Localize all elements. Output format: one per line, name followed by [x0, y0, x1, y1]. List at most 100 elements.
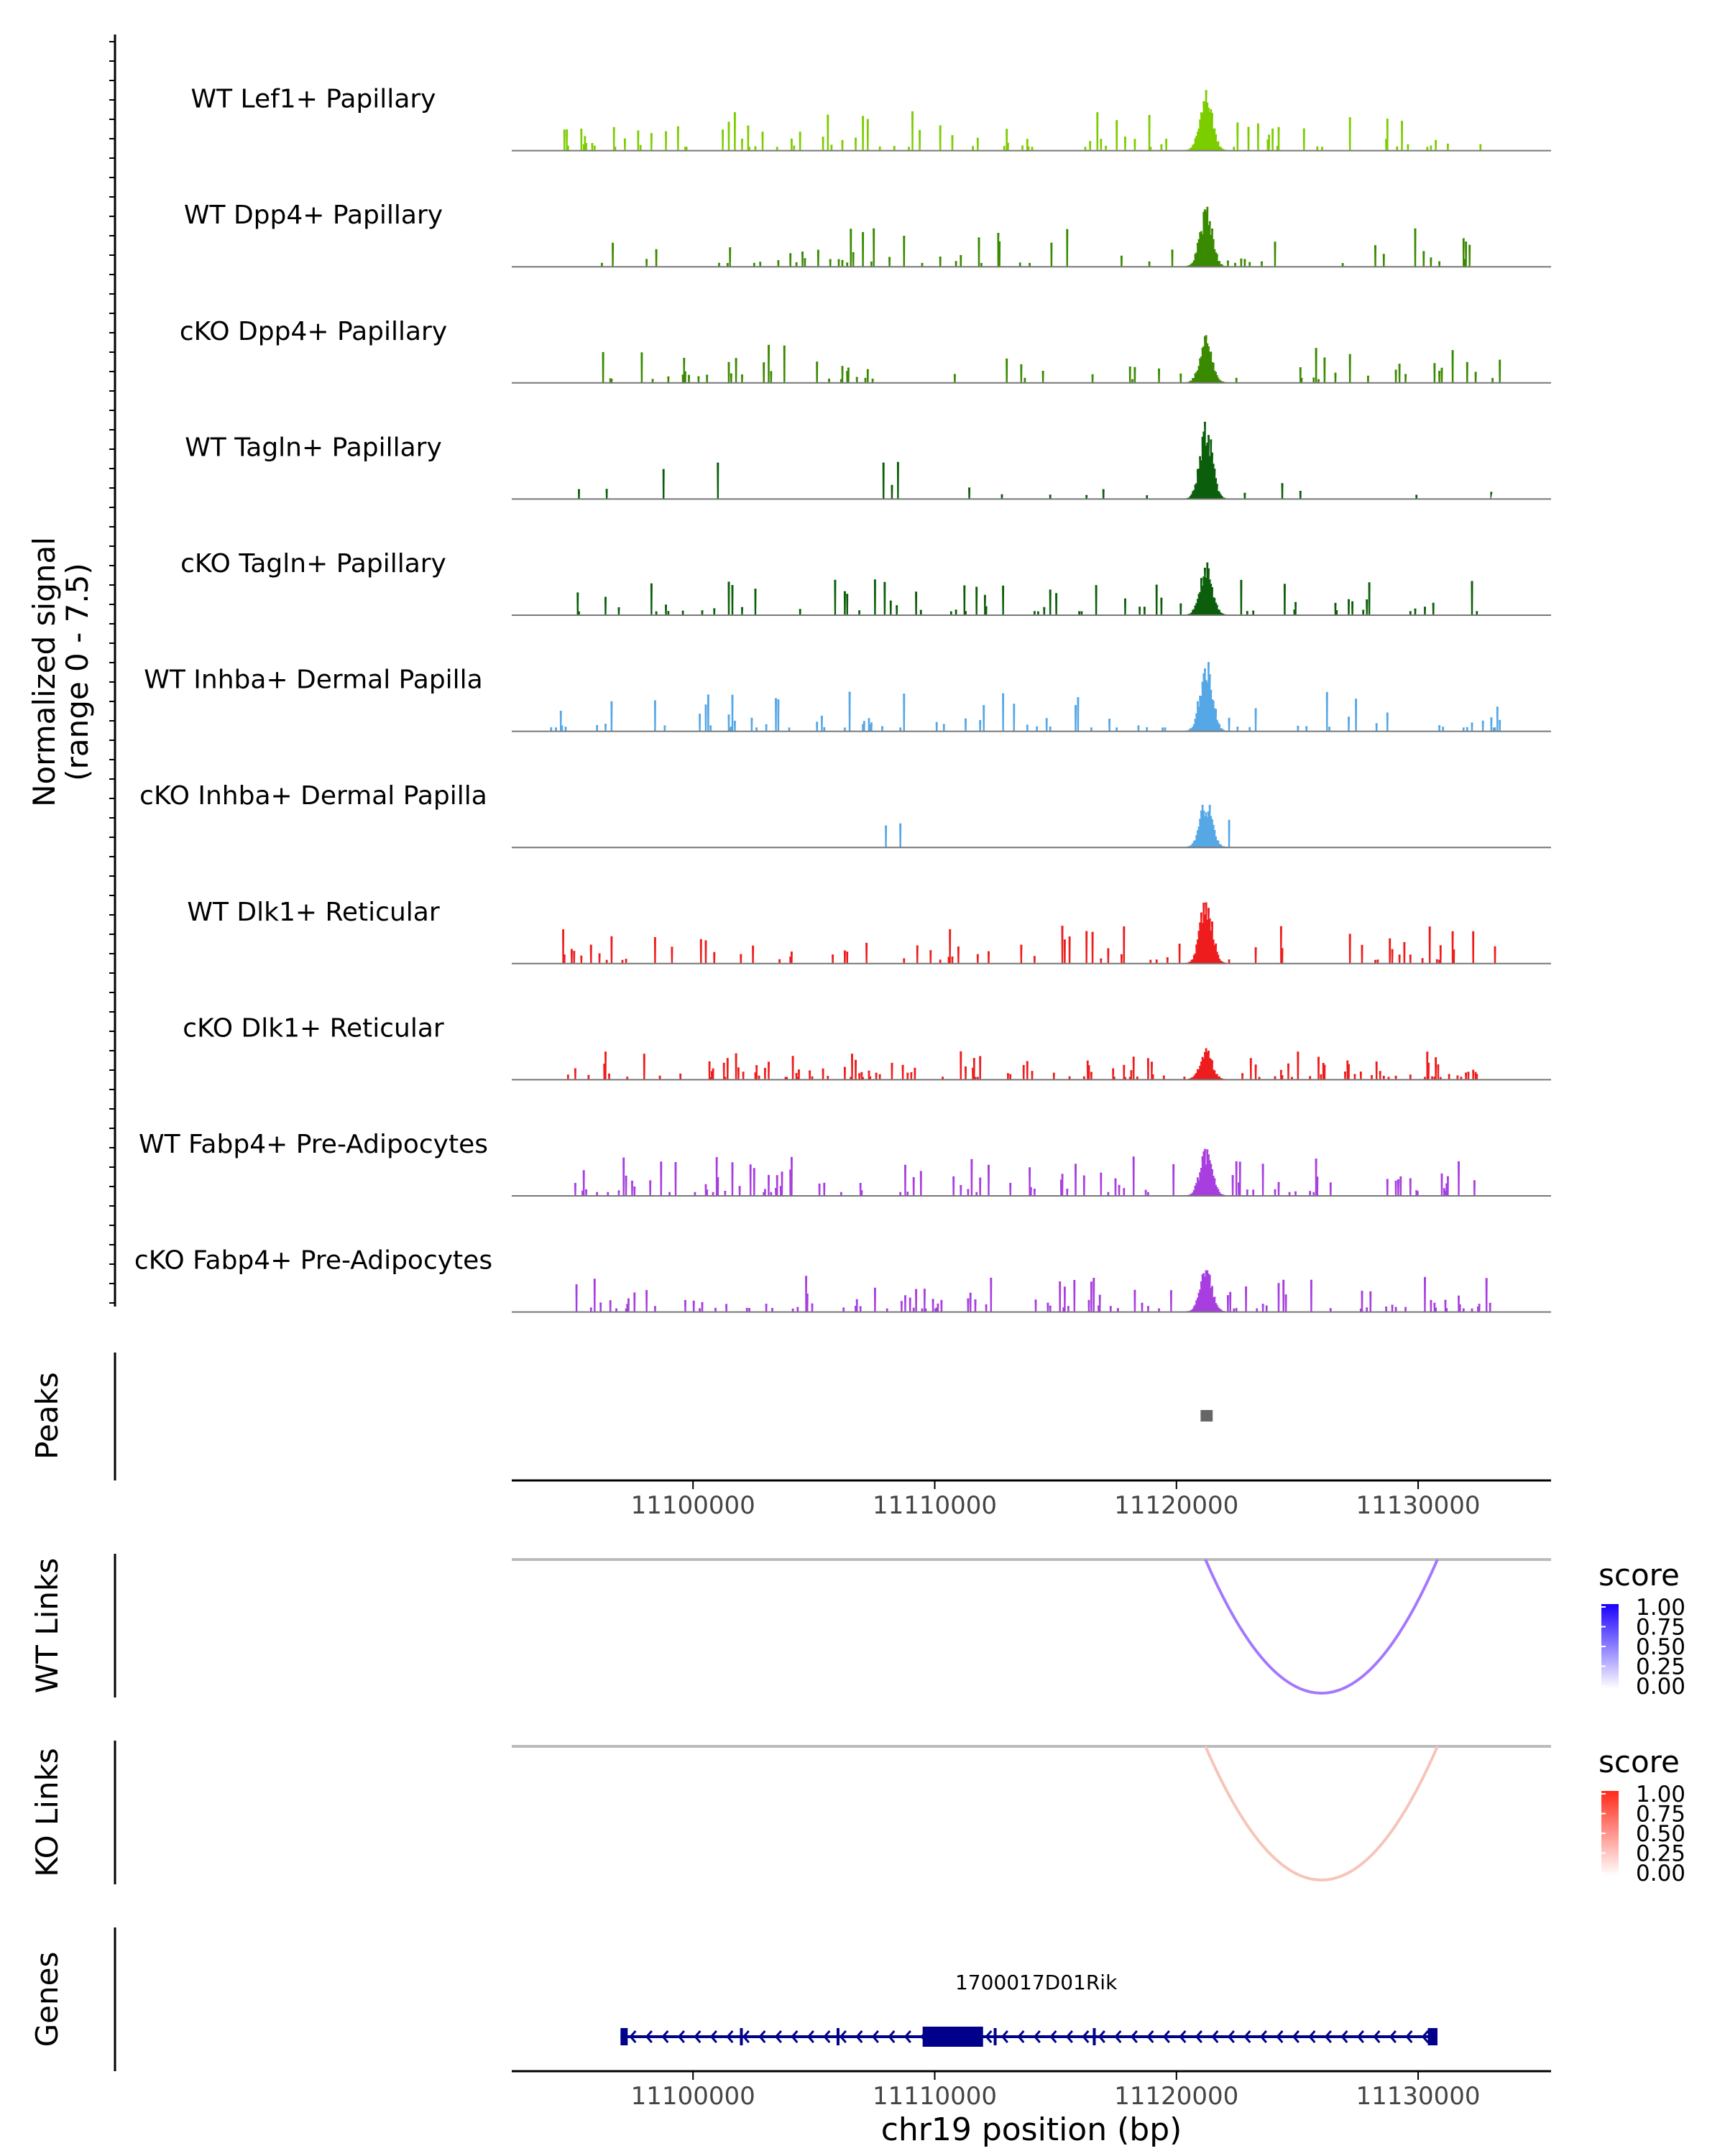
- wt-score-legend: score 1.000.750.500.250.00: [1598, 1557, 1685, 1700]
- x-axis-middle-ticks: 11100000 11110000 11120000 11130000: [631, 1480, 1481, 1520]
- track-9: cKO Dlk1+ Reticular: [183, 1013, 1551, 1081]
- x-axis-tick-label: 11100000: [631, 1491, 755, 1520]
- coverage-tracks: WT Lef1+ Papillary WT Dpp4+ Papillary cKO …: [134, 85, 1551, 1313]
- track-label: WT Lef1+ Papillary: [191, 85, 436, 114]
- gene-exon-small: [1092, 2028, 1096, 2045]
- ko-score-legend: score 1.000.750.500.250.00: [1598, 1744, 1685, 1886]
- x-axis-tick-label: 11120000: [1114, 2082, 1238, 2111]
- strand-arrow: [1340, 2030, 1348, 2043]
- y-axis-label-line1: Normalized signal: [27, 537, 62, 807]
- strand-arrow: [726, 2030, 734, 2043]
- x-axis-tick-label: 11110000: [873, 1491, 997, 1520]
- track-5: cKO Tagln+ Papillary: [180, 549, 1551, 616]
- peaks-panel-label: Peaks: [29, 1372, 65, 1460]
- strand-arrow: [1292, 2030, 1300, 2043]
- strand-arrow: [1259, 2030, 1267, 2043]
- strand-arrow: [694, 2030, 702, 2043]
- legend-tick-label: 0.75: [1636, 1615, 1685, 1641]
- strand-arrow: [1211, 2030, 1219, 2043]
- track-signal-area: [560, 335, 1504, 384]
- track-4: WT Tagln+ Papillary: [185, 421, 1551, 500]
- strand-arrow: [823, 2030, 831, 2043]
- x-axis-title: chr19 position (bp): [881, 2111, 1182, 2148]
- strand-arrow: [985, 2030, 993, 2043]
- track-signal-area: [560, 1048, 1481, 1080]
- track-10: WT Fabp4+ Pre-Adipocytes: [139, 1130, 1551, 1197]
- wt-links-label: WT Links: [29, 1558, 65, 1693]
- gene-model: [620, 2027, 1438, 2047]
- strand-arrow: [1308, 2030, 1316, 2043]
- track-signal-area: [572, 562, 1492, 616]
- y-axis-label-line2: (range 0 - 7.5): [60, 563, 95, 781]
- coverage-y-ticks: [109, 41, 115, 1304]
- gene-exon-small: [836, 2028, 840, 2045]
- strand-arrow: [855, 2030, 863, 2043]
- strand-arrow: [806, 2030, 814, 2043]
- strand-arrow: [839, 2030, 847, 2043]
- track-signal-area: [560, 421, 1493, 499]
- strand-arrow: [1098, 2030, 1105, 2043]
- legend-tick-label: 0.25: [1636, 1654, 1685, 1680]
- strand-arrow: [1146, 2030, 1154, 2043]
- gene-exon-small: [740, 2028, 743, 2045]
- genes-panel-label: Genes: [29, 1952, 65, 2047]
- legend-tick-label: 0.00: [1636, 1861, 1685, 1886]
- strand-arrow: [661, 2030, 669, 2043]
- x-axis-tick-label: 11130000: [1356, 2082, 1481, 2111]
- legend-tick-label: 0.50: [1636, 1821, 1685, 1847]
- legend-tick-label: 0.75: [1636, 1802, 1685, 1828]
- strand-arrow: [677, 2030, 685, 2043]
- track-label: cKO Dpp4+ Papillary: [180, 317, 447, 346]
- strand-arrow: [645, 2030, 653, 2043]
- legend-tick-label: 0.00: [1636, 1674, 1685, 1700]
- ko-links-track: [1204, 1746, 1439, 1881]
- wt-legend-title: score: [1598, 1557, 1680, 1593]
- strand-arrow: [1356, 2030, 1364, 2043]
- track-signal-area: [874, 804, 1238, 848]
- strand-arrow: [1243, 2030, 1251, 2043]
- strand-arrow: [1017, 2030, 1025, 2043]
- legend-tick-label: 1.00: [1636, 1595, 1685, 1621]
- legend-tick-label: 1.00: [1636, 1782, 1685, 1807]
- strand-arrow: [1389, 2030, 1397, 2043]
- strand-arrow: [791, 2030, 799, 2043]
- legend-tick-label: 0.25: [1636, 1841, 1685, 1867]
- gene-exon: [922, 2027, 983, 2047]
- strand-arrow: [1195, 2030, 1202, 2043]
- strand-arrow: [1065, 2030, 1073, 2043]
- strand-arrow: [888, 2030, 896, 2043]
- track-signal-area: [596, 206, 1492, 267]
- x-axis-tick-label: 11130000: [1356, 1491, 1481, 1520]
- link-arc: [1204, 1746, 1439, 1881]
- track-6: WT Inhba+ Dermal Papilla: [144, 662, 1551, 732]
- strand-arrow: [1179, 2030, 1187, 2043]
- strand-arrow: [709, 2030, 717, 2043]
- gene-exon-small: [993, 2028, 997, 2045]
- track-2: WT Dpp4+ Papillary: [184, 201, 1551, 268]
- peaks-track: [1200, 1410, 1213, 1422]
- gene-exon: [1427, 2028, 1438, 2045]
- strand-arrow: [1227, 2030, 1235, 2043]
- strand-arrow: [1130, 2030, 1138, 2043]
- track-11: cKO Fabp4+ Pre-Adipocytes: [134, 1246, 1551, 1313]
- track-3: cKO Dpp4+ Papillary: [180, 317, 1551, 384]
- strand-arrow: [1373, 2030, 1381, 2043]
- x-axis-tick-label: 11110000: [873, 2082, 997, 2111]
- strand-arrow: [1405, 2030, 1413, 2043]
- track-label: WT Dlk1+ Reticular: [187, 898, 439, 927]
- track-label: cKO Tagln+ Papillary: [180, 549, 446, 579]
- strand-arrow: [1276, 2030, 1284, 2043]
- track-signal-area: [560, 902, 1504, 964]
- strand-arrow: [1421, 2030, 1429, 2043]
- track-label: cKO Fabp4+ Pre-Adipocytes: [134, 1246, 492, 1276]
- track-label: WT Tagln+ Papillary: [185, 433, 442, 462]
- strand-arrow: [1000, 2030, 1008, 2043]
- strand-arrow: [1114, 2030, 1122, 2043]
- track-label: WT Fabp4+ Pre-Adipocytes: [139, 1130, 488, 1159]
- track-label: WT Inhba+ Dermal Papilla: [144, 665, 482, 695]
- track-label: WT Dpp4+ Papillary: [184, 201, 443, 230]
- strand-arrow: [742, 2030, 750, 2043]
- strand-arrow: [1324, 2030, 1332, 2043]
- track-8: WT Dlk1+ Reticular: [187, 898, 1551, 964]
- legend-tick-label: 0.50: [1636, 1634, 1685, 1660]
